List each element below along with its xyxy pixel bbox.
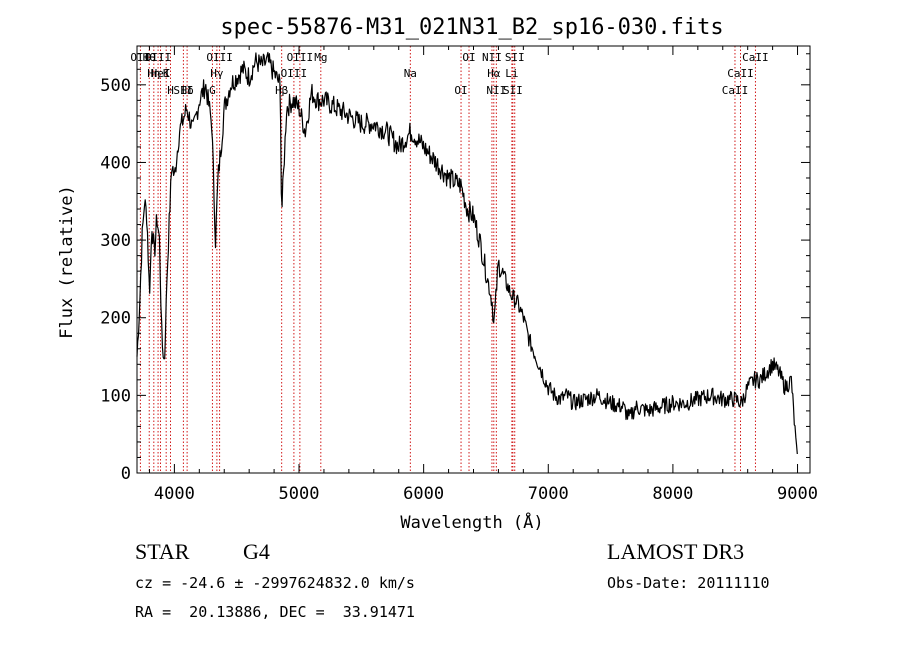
spectral-line-label: CaII (727, 67, 754, 80)
spectral-line-label: Hα (487, 67, 501, 80)
chart-title: spec-55876-M31_021N31_B2_sp16-030.fits (220, 15, 723, 40)
spectral-line-label: SII (173, 84, 193, 97)
spectral-line-label: H (167, 84, 174, 97)
spectral-line-label: NII (482, 51, 502, 64)
spectral-line-label: OI (462, 51, 475, 64)
spectral-line-label: OI (454, 84, 467, 97)
spectral-line-label: OIII (287, 51, 314, 64)
spectral-line-label: Hβ (275, 84, 289, 97)
spectral-line-label: Na (404, 67, 417, 80)
sky-coordinates: RA = 20.13886, DEC = 33.91471 (135, 603, 415, 621)
spectral-line-label: Hθ (143, 51, 156, 64)
spectral-line-label: Mg (314, 51, 327, 64)
redshift-velocity: cz = -24.6 ± -2997624832.0 km/s (135, 574, 415, 592)
spectral-line-label: OIII (206, 51, 233, 64)
spectral-line-label: NII (486, 84, 506, 97)
survey-name: LAMOST DR3 (607, 539, 745, 564)
spectral-line-label: Hδ (180, 84, 193, 97)
y-tick-label: 400 (100, 153, 131, 173)
spectral-line-label: SII (505, 51, 525, 64)
y-tick-label: 100 (100, 386, 131, 406)
x-tick-label: 6000 (403, 484, 444, 504)
plot-frame (136, 45, 811, 474)
spectral-line-label: OII (130, 51, 150, 64)
spectral-line-labels: HθKHδOIIHeISIIOIIIHηHOIIIHγGOIIIOIIIHβMg… (130, 51, 768, 97)
flux-series-line (136, 51, 798, 455)
spectral-line-label: Li (505, 67, 518, 80)
spectral-line-label: CaII (742, 51, 769, 64)
y-tick-label: 500 (100, 76, 131, 96)
spectral-line-label: HeI (151, 67, 171, 80)
observation-date: Obs-Date: 20111110 (607, 574, 770, 592)
x-axis-label: Wavelength (Å) (400, 511, 543, 533)
x-tick-label: 7000 (528, 484, 569, 504)
spectral-line-label: OIII (281, 67, 308, 80)
y-axis-label: Flux (relative) (57, 185, 77, 339)
y-axis-ticks: 0 100 200 300 400 500 (100, 53, 810, 484)
spectral-line-label: OIII (145, 51, 172, 64)
y-tick-label: 300 (100, 231, 131, 251)
spectral-line-label: K (163, 67, 170, 80)
x-axis-ticks: 4000 5000 6000 7000 8000 9000 (148, 46, 818, 504)
x-tick-label: 8000 (652, 484, 693, 504)
spectral-line-label: Hγ (210, 67, 224, 80)
spectral-line-label: G (209, 84, 216, 97)
x-tick-label: 9000 (777, 484, 818, 504)
x-tick-label: 4000 (154, 484, 195, 504)
x-tick-label: 5000 (279, 484, 320, 504)
object-class: STAR (135, 539, 190, 564)
spectral-line-label: SII (503, 84, 523, 97)
spectral-line-label: Hη (147, 67, 160, 80)
y-tick-label: 200 (100, 309, 131, 329)
spectral-line-markers (139, 46, 756, 473)
spectrum-chart: spec-55876-M31_021N31_B2_sp16-030.fits H… (57, 15, 818, 533)
spectral-line-label: CaII (722, 84, 749, 97)
object-subclass: G4 (243, 539, 270, 564)
y-tick-label: 0 (121, 464, 131, 484)
